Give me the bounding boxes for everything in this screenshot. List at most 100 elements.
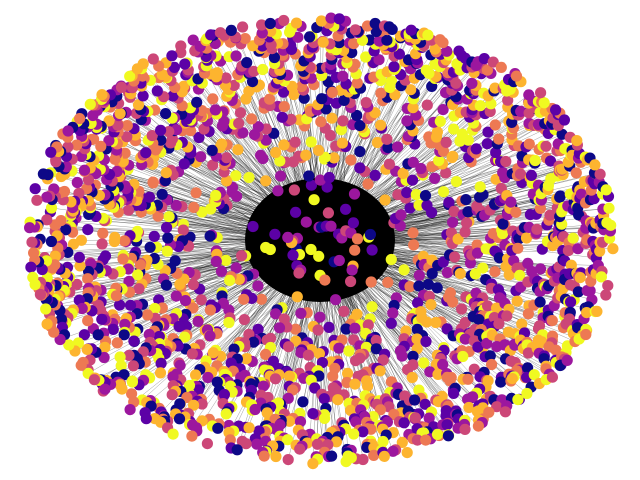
- graph-node: [247, 336, 260, 348]
- graph-node: [588, 193, 600, 205]
- graph-node: [282, 231, 294, 243]
- graph-node: [397, 167, 409, 179]
- graph-node: [304, 31, 316, 43]
- graph-node: [571, 135, 583, 147]
- graph-node: [349, 244, 361, 256]
- graph-node: [421, 316, 433, 328]
- graph-node: [441, 45, 453, 57]
- graph-node: [127, 360, 139, 372]
- graph-node: [161, 221, 173, 234]
- graph-node: [357, 453, 369, 466]
- graph-node: [447, 216, 459, 228]
- graph-node: [40, 303, 52, 315]
- graph-node: [141, 309, 154, 321]
- graph-node: [269, 373, 282, 385]
- graph-node: [360, 97, 372, 109]
- graph-node: [230, 262, 242, 274]
- graph-node: [419, 398, 431, 410]
- graph-node: [383, 21, 395, 33]
- graph-node: [212, 422, 224, 434]
- graph-node: [595, 271, 608, 283]
- graph-node: [330, 294, 342, 306]
- graph-node: [303, 170, 315, 182]
- graph-node: [313, 250, 325, 262]
- graph-node: [506, 373, 518, 385]
- graph-node: [462, 206, 474, 218]
- graph-node: [29, 278, 41, 291]
- graph-node: [155, 357, 167, 369]
- graph-node: [603, 202, 615, 214]
- graph-node: [49, 250, 61, 262]
- graph-node: [175, 40, 187, 52]
- graph-node: [407, 227, 419, 239]
- graph-node: [362, 319, 374, 331]
- graph-node: [204, 304, 216, 316]
- graph-node: [160, 108, 172, 120]
- graph-node: [24, 222, 36, 234]
- graph-node: [379, 194, 391, 206]
- graph-node: [207, 347, 219, 359]
- graph-node: [220, 254, 232, 266]
- graph-node: [382, 276, 394, 288]
- graph-node: [535, 87, 547, 99]
- graph-node: [340, 203, 352, 215]
- graph-node: [277, 86, 290, 98]
- graph-node: [459, 423, 471, 435]
- graph-node: [567, 232, 579, 244]
- graph-node: [55, 313, 67, 325]
- graph-node: [493, 133, 505, 145]
- graph-node: [209, 104, 221, 116]
- graph-node: [34, 288, 47, 301]
- graph-node: [300, 216, 312, 228]
- graph-node: [88, 374, 100, 386]
- graph-node: [63, 339, 75, 351]
- graph-node: [283, 370, 295, 382]
- graph-node: [41, 191, 53, 203]
- graph-node: [255, 293, 268, 305]
- graph-node: [450, 176, 462, 188]
- graph-node: [364, 228, 376, 241]
- graph-node: [116, 383, 128, 395]
- graph-node: [377, 354, 389, 366]
- graph-node: [442, 430, 454, 442]
- graph-node: [128, 335, 140, 347]
- graph-node: [417, 250, 429, 262]
- graph-node: [357, 426, 369, 438]
- graph-node: [177, 224, 189, 236]
- graph-node: [305, 243, 317, 256]
- graph-node: [133, 283, 145, 295]
- graph-node: [460, 194, 472, 206]
- graph-node: [45, 202, 58, 214]
- graph-node: [257, 63, 269, 76]
- graph-node: [338, 305, 350, 317]
- graph-node: [179, 295, 192, 307]
- graph-node: [561, 354, 573, 366]
- graph-node: [585, 275, 597, 287]
- graph-node: [493, 252, 505, 264]
- graph-node: [114, 351, 126, 363]
- graph-node: [514, 168, 527, 180]
- graph-node: [278, 139, 290, 151]
- graph-node: [111, 337, 123, 349]
- graph-node: [401, 447, 413, 459]
- graph-node: [407, 102, 419, 114]
- graph-node: [282, 454, 294, 466]
- graph-node: [326, 450, 338, 462]
- graph-node: [437, 358, 449, 371]
- graph-node: [114, 299, 126, 311]
- graph-node: [287, 384, 299, 396]
- graph-node: [326, 112, 338, 124]
- graph-node: [278, 101, 290, 113]
- graph-node: [544, 155, 557, 167]
- graph-node: [501, 310, 513, 322]
- graph-node: [328, 152, 340, 164]
- graph-node: [477, 262, 489, 274]
- graph-node: [285, 113, 297, 125]
- graph-node: [67, 238, 80, 250]
- graph-node: [431, 282, 443, 294]
- graph-node: [224, 434, 236, 446]
- graph-node: [412, 297, 424, 309]
- graph-node: [270, 450, 282, 463]
- graph-node: [493, 318, 505, 330]
- graph-node: [103, 135, 115, 147]
